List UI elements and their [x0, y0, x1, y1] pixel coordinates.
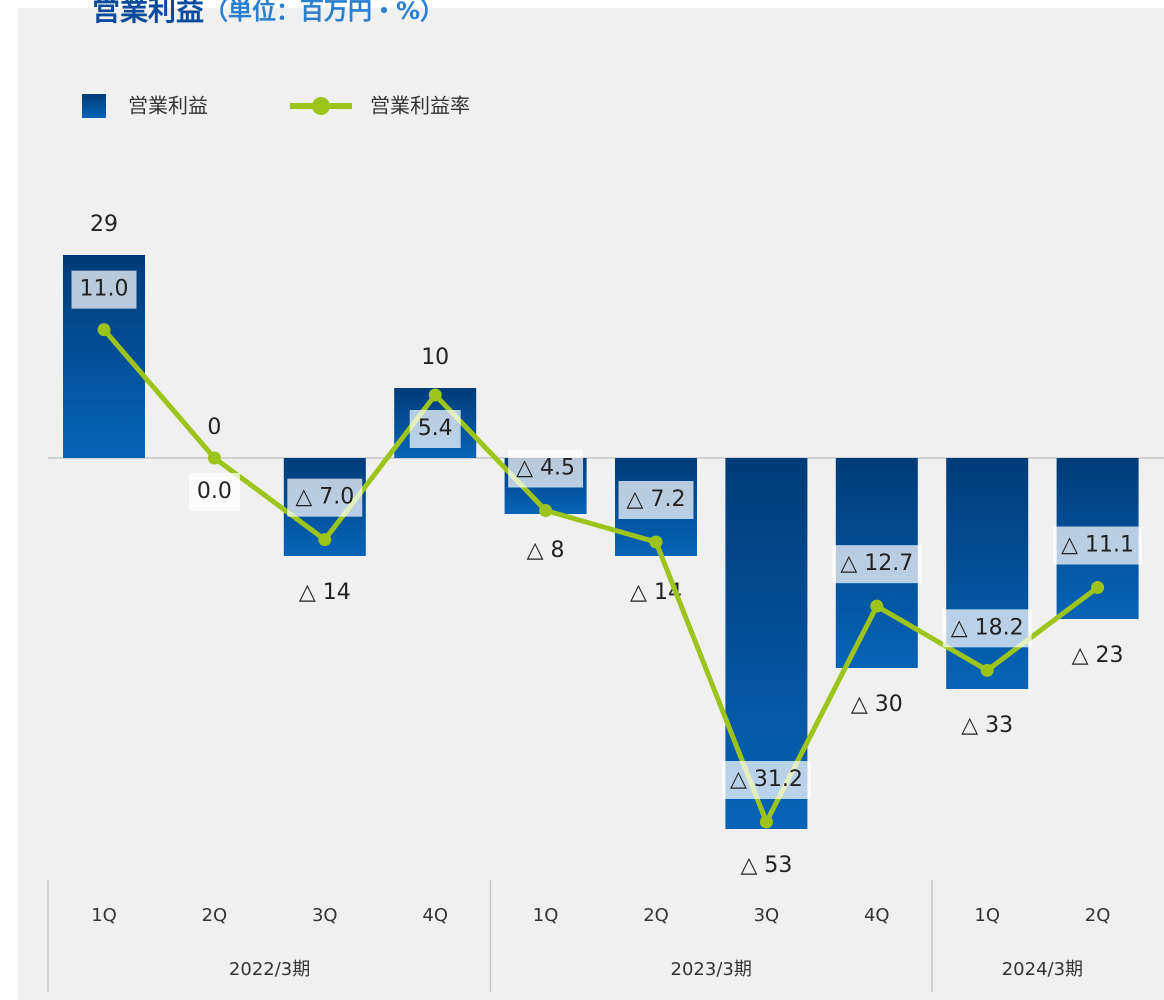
line-marker: [1091, 581, 1105, 594]
x-tick-label: 1Q: [974, 905, 1000, 926]
x-tick-label: 4Q: [864, 905, 890, 926]
line-value-label-group: 0.0: [188, 473, 240, 511]
label-box: [409, 410, 461, 448]
bar-value-label: 0: [207, 415, 221, 440]
line-value-label-group: △ 7.0: [287, 478, 363, 517]
line: [102, 328, 1100, 825]
chart-title: 営業利益（単位：百万円・%）: [92, 0, 444, 27]
legend-marker: [312, 97, 330, 115]
x-tick-label: 4Q: [422, 905, 448, 926]
line-value-label: 0.0: [197, 479, 232, 504]
group-label: 2024/3期: [1002, 959, 1083, 980]
line-marker: [97, 323, 111, 337]
bar-value-label: △ 30: [851, 692, 903, 717]
line-marker: [980, 663, 994, 677]
line-value-label-group: 11.0: [71, 270, 137, 309]
title-unit: （単位：百万円・%）: [204, 0, 444, 25]
line-value-label: △ 31.2: [730, 767, 803, 792]
line-marker: [207, 451, 221, 465]
legend-label: 営業利益: [128, 94, 208, 118]
line-value-label-group: △ 18.2: [942, 609, 1032, 648]
x-tick-label: 2Q: [643, 905, 669, 926]
legend-label: 営業利益率: [370, 94, 470, 118]
line-value-label-group: △ 7.2: [618, 481, 694, 519]
label-box: [287, 478, 363, 517]
line-value-label: △ 18.2: [951, 615, 1024, 640]
line-marker: [539, 504, 553, 517]
title-main: 営業利益: [92, 0, 204, 27]
line-value-label-group: 5.4: [409, 410, 461, 448]
line-value-label-group: △ 31.2: [721, 761, 811, 799]
label-box: [721, 761, 811, 799]
line-value-label: △ 11.1: [1061, 533, 1134, 558]
x-tick-label: 2Q: [1085, 905, 1111, 926]
group-label: 2023/3期: [671, 959, 752, 980]
label-box: [832, 545, 922, 584]
line-marker: [649, 535, 663, 549]
label-box: [942, 609, 1032, 648]
line-value-label: △ 7.2: [627, 487, 686, 512]
line-value-label-group: △ 4.5: [508, 449, 584, 488]
bar-value-label: △ 23: [1072, 643, 1124, 668]
legend: 営業利益 営業利益率: [82, 94, 470, 118]
x-tick-label: 2Q: [202, 905, 228, 926]
label-box: [1053, 526, 1143, 565]
bar-value-label: △ 33: [961, 713, 1013, 738]
label-box: [618, 481, 694, 519]
label-box: [71, 270, 137, 309]
line-value-label: △ 12.7: [840, 551, 913, 576]
line-marker: [759, 815, 773, 829]
line-marker: [428, 388, 442, 402]
bar-value-label: 10: [421, 345, 449, 370]
bar-value-label: △ 53: [740, 853, 792, 878]
bar-value-label: △ 8: [527, 538, 565, 563]
line-marker: [870, 599, 884, 613]
legend-swatch: [82, 94, 106, 118]
bar-value-label: △ 14: [299, 580, 351, 605]
line-value-label: △ 7.0: [295, 485, 354, 510]
label-box: [188, 473, 240, 511]
bar-value-label: 29: [90, 212, 118, 237]
x-tick-label: 3Q: [312, 905, 338, 926]
line-value-label-group: △ 12.7: [832, 545, 922, 584]
line-value-label: △ 4.5: [516, 456, 575, 481]
label-box: [508, 449, 584, 488]
line-value-label: 11.0: [80, 277, 129, 302]
line-marker: [318, 533, 332, 547]
line-value-label-group: △ 11.1: [1053, 526, 1143, 565]
group-label: 2022/3期: [229, 959, 310, 980]
x-tick-label: 1Q: [91, 905, 117, 926]
x-tick-label: 3Q: [754, 905, 780, 926]
line-value-label: 5.4: [418, 416, 453, 441]
x-tick-label: 1Q: [533, 905, 559, 926]
